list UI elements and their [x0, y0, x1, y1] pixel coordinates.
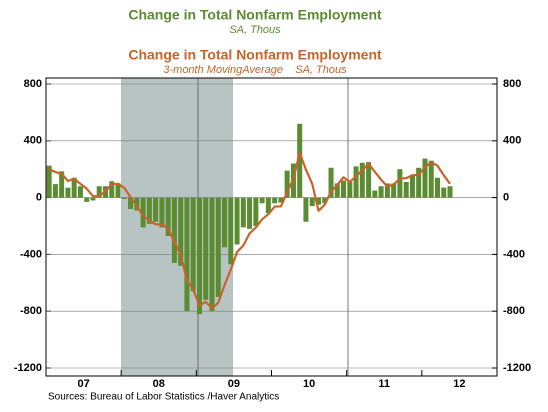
y2-tick-label: -800: [503, 305, 525, 317]
bar: [203, 197, 209, 300]
legend-title: Change in Total Nonfarm Employment: [128, 7, 382, 23]
legend-units: 3-month MovingAverage SA, Thous: [163, 64, 347, 76]
bar: [378, 186, 384, 198]
source: Sources: Bureau of Labor Statistics /Hav…: [48, 392, 279, 403]
y2-tick-label: -1200: [503, 362, 531, 374]
y-tick-label: -400: [20, 248, 42, 260]
bar: [96, 186, 102, 198]
bar: [272, 197, 278, 204]
bar: [297, 123, 303, 198]
bar: [309, 197, 315, 207]
y-tick-label: -1200: [14, 362, 42, 374]
y2-tick-label: 800: [503, 78, 521, 90]
bar: [65, 187, 71, 198]
bar: [416, 167, 422, 198]
bar: [146, 197, 152, 224]
y-tick-label: 400: [24, 135, 42, 147]
bar: [334, 183, 340, 198]
bar: [153, 197, 159, 222]
bar: [253, 197, 259, 226]
line: [48, 151, 451, 310]
bar: [247, 197, 253, 229]
bar: [184, 197, 190, 312]
plot: 800 400 0 -400 -800 -1200 800 400 0 -400 -800 -1200…: [14, 78, 531, 390]
bar: [372, 190, 378, 198]
y2-tick-label: -400: [503, 248, 525, 260]
x-tick-label: 08: [153, 378, 165, 390]
bar: [165, 197, 171, 236]
legend-title: Change in Total Nonfarm Employment: [128, 47, 382, 63]
bar: [222, 197, 228, 248]
bar: [109, 181, 115, 198]
bar: [171, 197, 177, 263]
bar: [140, 197, 146, 228]
bar: [303, 197, 309, 222]
bar: [121, 197, 127, 200]
bar: [228, 197, 234, 265]
bar: [209, 197, 215, 312]
bar: [46, 165, 52, 198]
bar: [134, 197, 140, 211]
bar: [315, 197, 321, 205]
bar: [128, 197, 134, 209]
bar: [397, 169, 403, 198]
bar: [284, 170, 290, 198]
bar: [59, 171, 65, 198]
y-tick-label: -800: [20, 305, 42, 317]
bar: [434, 177, 440, 198]
bar: [52, 184, 58, 198]
bar: [90, 197, 96, 201]
bar: [77, 186, 83, 198]
bar: [259, 197, 265, 204]
bar: [322, 197, 328, 204]
bar: [422, 158, 428, 198]
bar: [391, 183, 397, 198]
bar: [159, 197, 165, 228]
x-tick-label: 10: [303, 378, 315, 390]
bar: [71, 177, 77, 198]
y-tick-label: 800: [24, 78, 42, 90]
bar: [265, 197, 271, 214]
y-tick-label: 0: [36, 192, 42, 204]
bar: [384, 183, 390, 198]
bar: [409, 174, 415, 198]
bar: [84, 197, 90, 202]
bar: [234, 197, 240, 245]
bar: [215, 197, 221, 297]
x-tick-label: 09: [228, 378, 240, 390]
bar: [366, 162, 372, 198]
x-tick-label: 11: [378, 378, 390, 390]
bar: [328, 167, 334, 198]
bar: [178, 197, 184, 266]
bar: [196, 197, 202, 315]
bar: [441, 187, 447, 198]
x-tick-label: 07: [77, 378, 89, 390]
bar: [240, 197, 246, 228]
legend-units: SA, Thous: [229, 24, 281, 36]
bar: [359, 162, 365, 198]
bar: [190, 197, 196, 292]
bar: [353, 166, 359, 198]
bar: [428, 160, 434, 198]
y2-tick-label: 400: [503, 135, 521, 147]
bar: [278, 197, 284, 203]
x-tick-label: 12: [453, 378, 465, 390]
bar: [447, 186, 453, 198]
bar: [403, 181, 409, 198]
bar: [115, 183, 121, 198]
bar: [347, 181, 353, 198]
y2-tick-label: 0: [503, 192, 509, 204]
bar: [341, 180, 347, 198]
frame: [45, 77, 498, 377]
